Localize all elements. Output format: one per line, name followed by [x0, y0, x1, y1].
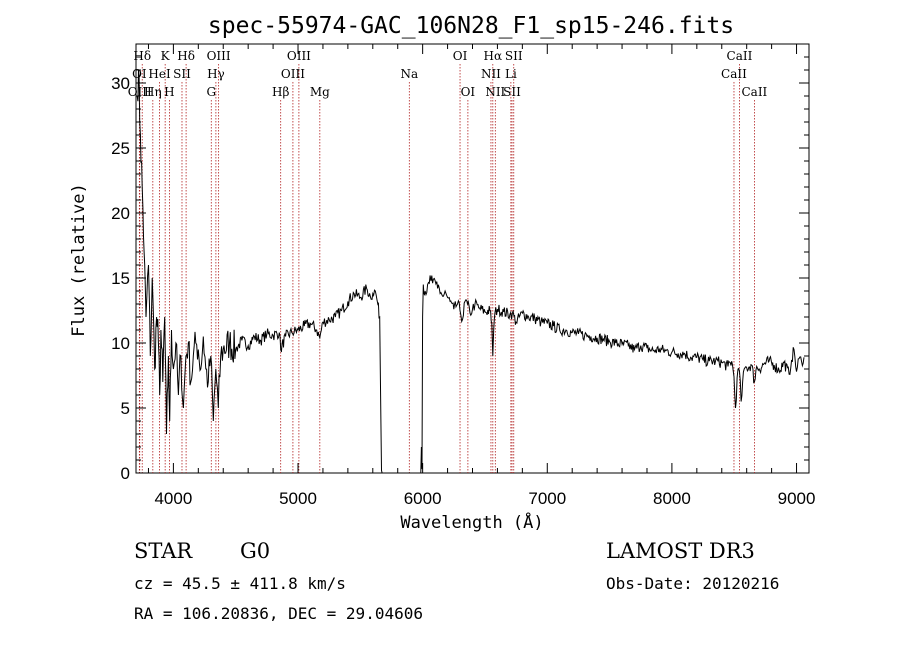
y-tick-label-1: 5 — [121, 399, 130, 418]
coordinates: RA = 106.20836, DEC = 29.04606 — [134, 604, 423, 623]
x-tick-label-2: 6000 — [404, 489, 442, 508]
x-axis-label: Wavelength (Å) — [400, 511, 543, 533]
line-label-10: HeI — [148, 67, 171, 81]
line-label-12: Hγ — [207, 67, 225, 81]
line-label-23: Mg — [310, 85, 330, 99]
line-label-20: H — [164, 85, 174, 99]
y-tick-label-2: 10 — [111, 334, 130, 353]
y-axis-ticks: 0 5 10 15 20 25 30 — [111, 43, 809, 483]
line-label-15: NII — [481, 67, 501, 81]
line-label-13: OIII — [281, 67, 305, 81]
line-label-7: SII — [505, 49, 523, 63]
line-label-5: OI — [453, 49, 468, 63]
observation-date: Obs-Date: 20120216 — [606, 574, 780, 593]
object-subclass: G0 — [240, 539, 271, 563]
line-label-3: OIII — [207, 49, 231, 63]
spectrum-line — [136, 69, 805, 474]
line-label-19: Hη — [144, 85, 162, 99]
line-label-25: NII — [485, 85, 505, 99]
y-tick-label-3: 15 — [111, 269, 130, 288]
x-tick-label-5: 9000 — [778, 489, 816, 508]
line-label-11: SII — [173, 67, 191, 81]
spectrum-chart: spec-55974-GAC_106N28_F1_sp15-246.fits H… — [69, 13, 816, 533]
object-class: STAR — [134, 539, 193, 563]
y-tick-label-5: 25 — [111, 139, 130, 158]
x-tick-label-1: 5000 — [279, 489, 317, 508]
line-label-8: CaII — [727, 49, 753, 63]
line-label-2: Hδ — [177, 49, 195, 63]
survey-name: LAMOST DR3 — [606, 539, 755, 563]
spectral-line-markers — [138, 64, 755, 473]
line-label-4: OIII — [287, 49, 311, 63]
line-label-1: K — [161, 49, 171, 63]
line-label-17: CaII — [721, 67, 747, 81]
x-axis-ticks: 4000 5000 6000 7000 8000 9000 — [147, 44, 816, 508]
line-label-24: OI — [461, 85, 476, 99]
x-tick-label-4: 8000 — [653, 489, 691, 508]
x-tick-label-3: 7000 — [528, 489, 566, 508]
plot-frame — [135, 43, 810, 474]
y-tick-label-6: 30 — [111, 74, 130, 93]
redshift-velocity: cz = 45.5 ± 411.8 km/s — [134, 574, 346, 593]
line-label-21: G — [206, 85, 216, 99]
line-label-0: Hδ — [133, 49, 151, 63]
line-label-22: Hβ — [272, 85, 289, 99]
chart-title: spec-55974-GAC_106N28_F1_sp15-246.fits — [208, 13, 734, 39]
line-label-27: CaII — [741, 85, 767, 99]
line-label-16: Li — [505, 67, 517, 81]
y-tick-label-0: 0 — [121, 464, 130, 483]
line-label-26: SII — [503, 85, 521, 99]
y-axis-label: Flux (relative) — [69, 183, 89, 337]
x-tick-label-0: 4000 — [154, 489, 192, 508]
line-label-14: Na — [400, 67, 418, 81]
line-label-18: OIII — [128, 85, 152, 99]
line-label-9: OI — [132, 67, 147, 81]
y-tick-label-4: 20 — [111, 204, 130, 223]
line-label-6: Hα — [484, 49, 503, 63]
